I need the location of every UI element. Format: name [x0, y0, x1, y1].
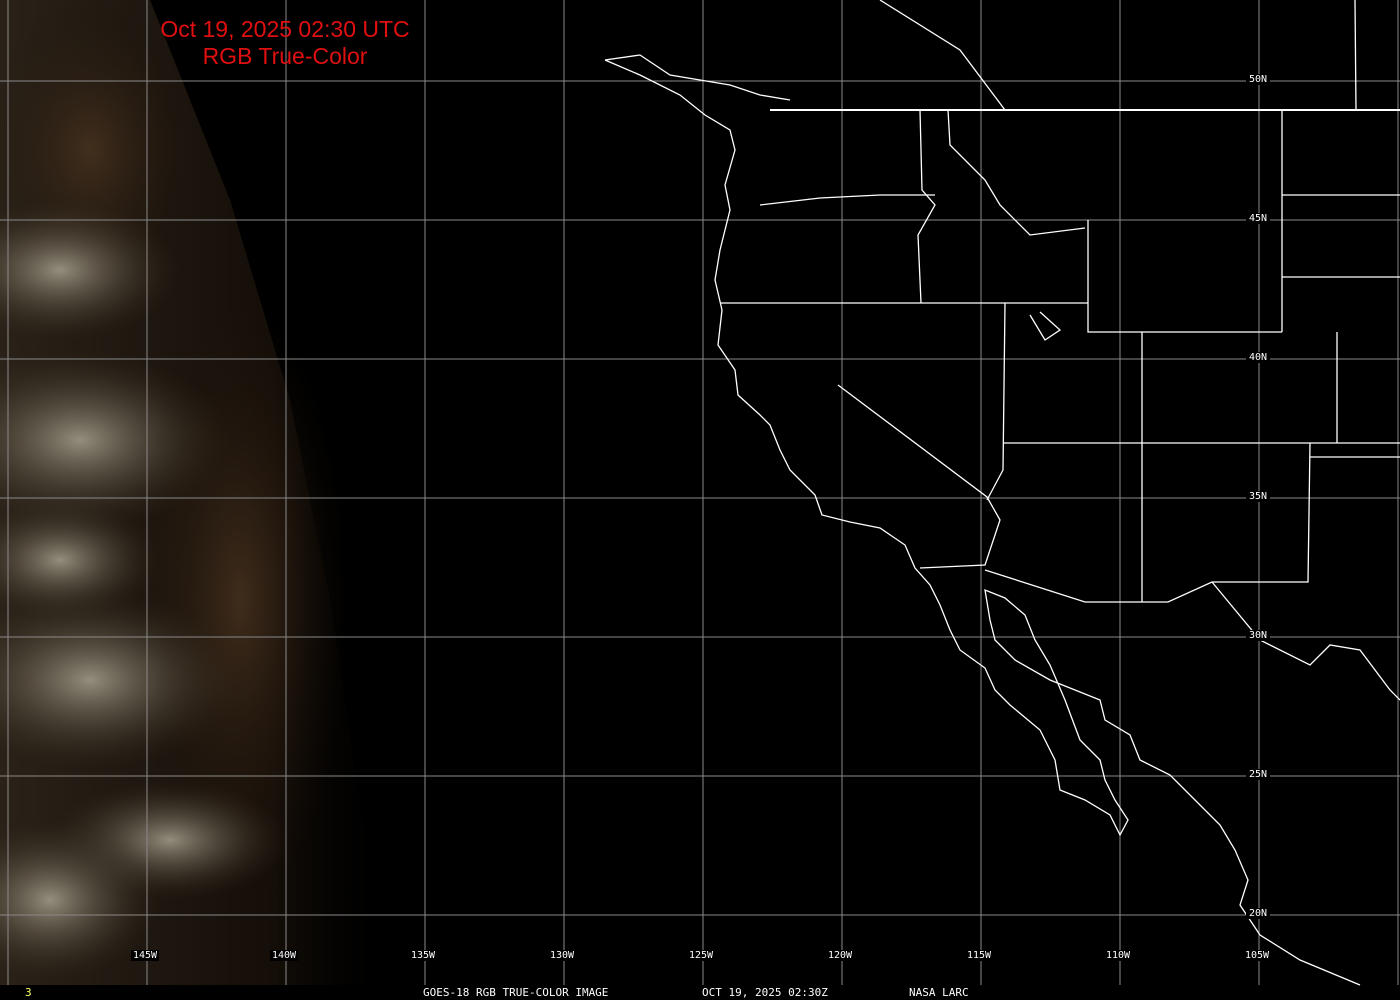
longitude-label: 130W — [548, 950, 577, 961]
latitude-label: 50N — [1246, 74, 1271, 85]
longitude-label: 120W — [826, 950, 855, 961]
timestamp-label: OCT 19, 2025 02:30Z — [702, 986, 828, 999]
latitude-label: 45N — [1246, 213, 1271, 224]
longitude-label: 115W — [965, 950, 994, 961]
latitude-label: 40N — [1246, 352, 1271, 363]
latitude-label: 20N — [1246, 908, 1271, 919]
latitude-label: 25N — [1246, 769, 1271, 780]
vancouver-island — [604, 54, 791, 101]
longitude-label: 105W — [1243, 950, 1272, 961]
map-title: Oct 19, 2025 02:30 UTC — [160, 16, 410, 42]
west-coastline — [604, 59, 1361, 986]
coastlines-and-borders — [604, 0, 1400, 986]
longitude-label: 140W — [270, 950, 299, 961]
longitude-label: 135W — [409, 950, 438, 961]
cloud-imagery — [0, 0, 390, 985]
latitude-label: 30N — [1246, 630, 1271, 641]
product-label: GOES-18 RGB TRUE-COLOR IMAGE — [423, 986, 609, 999]
frame-number: 3 — [25, 986, 32, 999]
longitude-label: 125W — [687, 950, 716, 961]
longitude-label: 145W — [131, 950, 160, 961]
credit-label: NASA LARC — [909, 986, 969, 999]
longitude-label: 110W — [1104, 950, 1133, 961]
latitude-label: 35N — [1246, 491, 1271, 502]
map-subtitle: RGB True-Color — [202, 43, 368, 69]
